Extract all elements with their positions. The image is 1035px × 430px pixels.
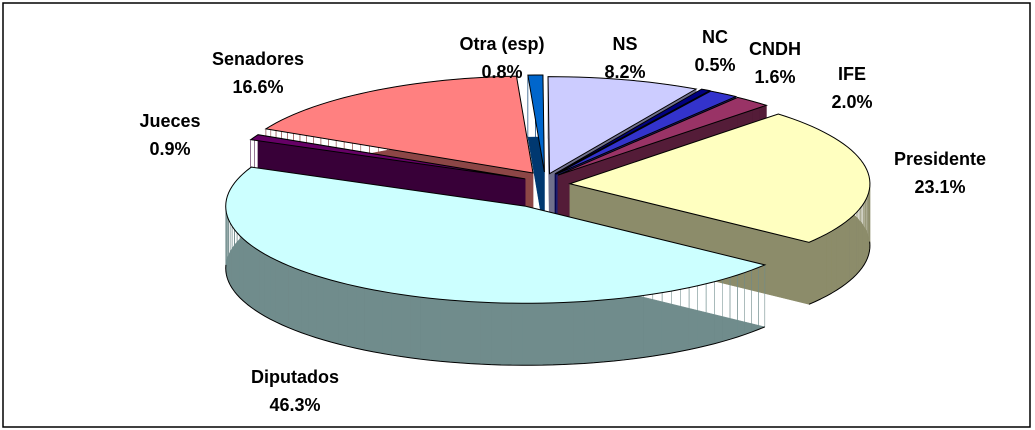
slice: [557, 96, 769, 176]
slice-value: 0.9%: [149, 139, 190, 159]
slice: [568, 113, 871, 243]
slice-value: 16.6%: [232, 77, 283, 97]
slice-value: 46.3%: [269, 395, 320, 415]
slice: [547, 76, 698, 175]
slice-label: Jueces: [139, 111, 200, 131]
slice-value: 8.2%: [604, 62, 645, 82]
slice-label: Senadores: [212, 49, 304, 69]
slice-value: 23.1%: [914, 177, 965, 197]
slice-value: 0.8%: [481, 62, 522, 82]
slice-value: 0.5%: [694, 55, 735, 75]
slice: [225, 166, 767, 304]
slice-label: NC: [702, 27, 728, 47]
slice-edge: [225, 264, 765, 366]
slice: [264, 75, 534, 174]
slice: [249, 134, 526, 180]
slice: [554, 88, 712, 175]
slice-value: 1.6%: [754, 67, 795, 87]
slice-edge: [808, 241, 871, 305]
slice-label: Diputados: [251, 367, 339, 387]
slice-label: Otra (esp): [459, 34, 544, 54]
slice: [555, 90, 738, 175]
slice-label: Presidente: [894, 149, 986, 169]
slice: [527, 74, 545, 173]
slice-value: 2.0%: [831, 92, 872, 112]
slice-label: NS: [612, 34, 637, 54]
slice-label: IFE: [838, 64, 866, 84]
slice-label: CNDH: [749, 39, 801, 59]
